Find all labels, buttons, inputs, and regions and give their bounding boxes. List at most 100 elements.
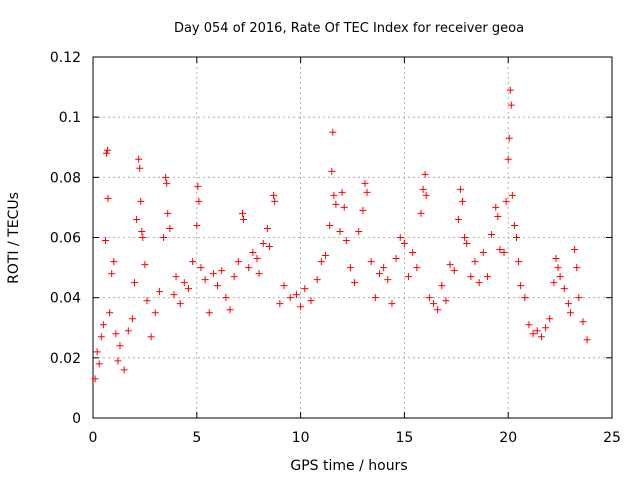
data-point	[263, 224, 271, 232]
data-point	[238, 209, 246, 217]
y-tick-label: 0	[72, 411, 81, 427]
grid-lines	[93, 57, 612, 418]
data-point	[475, 279, 483, 287]
data-point	[438, 282, 446, 290]
data-point	[332, 200, 340, 208]
data-point	[488, 230, 496, 238]
x-tick-label: 10	[292, 430, 310, 446]
data-point	[249, 249, 257, 257]
data-point	[494, 212, 502, 220]
data-point	[554, 264, 562, 272]
data-point	[500, 249, 508, 257]
data-point	[116, 342, 124, 350]
data-point	[537, 333, 545, 341]
data-point	[120, 366, 128, 374]
data-point	[529, 330, 537, 338]
data-point	[205, 309, 213, 317]
data-points	[91, 86, 591, 383]
data-point	[542, 324, 550, 332]
data-point	[226, 306, 234, 314]
data-point	[361, 179, 369, 187]
data-point	[546, 315, 554, 323]
data-point	[517, 282, 525, 290]
data-point	[506, 86, 514, 94]
y-tick-label: 0.1	[59, 110, 81, 126]
data-point	[573, 264, 581, 272]
data-point	[265, 243, 273, 251]
data-point	[459, 197, 467, 205]
data-point	[106, 309, 114, 317]
data-point	[131, 279, 139, 287]
data-point	[139, 234, 147, 241]
data-point	[164, 209, 172, 217]
data-point	[571, 246, 579, 254]
data-point	[180, 279, 188, 287]
data-point	[346, 264, 354, 272]
data-point	[259, 240, 267, 248]
data-point	[138, 227, 146, 235]
data-point	[128, 315, 136, 323]
data-point	[322, 252, 330, 260]
data-point	[307, 297, 315, 305]
data-point	[280, 282, 288, 290]
data-point	[114, 357, 122, 365]
data-point	[328, 167, 336, 175]
data-point	[189, 258, 197, 266]
data-point	[329, 128, 337, 136]
data-point	[336, 227, 344, 235]
data-point	[566, 309, 574, 317]
data-point	[454, 215, 462, 223]
data-point	[388, 300, 396, 308]
data-point	[162, 173, 170, 181]
y-tick-label: 0.06	[50, 231, 81, 247]
data-point	[575, 294, 583, 302]
data-point	[330, 191, 338, 199]
y-tick-label: 0.12	[50, 50, 81, 66]
data-point	[355, 227, 363, 235]
data-point	[425, 294, 433, 302]
data-point	[197, 264, 205, 272]
data-point	[99, 321, 107, 329]
data-point	[112, 330, 120, 338]
y-tick-label: 0.04	[50, 291, 81, 307]
data-point	[463, 240, 471, 248]
data-point	[405, 273, 413, 281]
data-point	[271, 197, 279, 205]
data-point	[521, 294, 529, 302]
data-point	[450, 267, 458, 275]
data-point	[342, 237, 350, 245]
data-point	[504, 155, 512, 163]
data-point	[556, 273, 564, 281]
data-point	[141, 261, 149, 269]
data-point	[371, 294, 379, 302]
data-point	[513, 234, 521, 241]
data-point	[363, 188, 371, 196]
x-tick-label: 5	[192, 430, 201, 446]
data-point	[392, 255, 400, 263]
data-point	[137, 197, 145, 205]
data-point	[255, 270, 263, 278]
data-point	[384, 276, 392, 284]
data-point	[155, 288, 163, 296]
x-axis-label: GPS time / hours	[290, 458, 407, 474]
data-point	[104, 194, 112, 202]
data-point	[292, 291, 300, 299]
data-point	[133, 215, 141, 223]
data-point	[193, 221, 201, 229]
data-point	[367, 258, 375, 266]
data-point	[95, 360, 103, 368]
data-point	[135, 155, 143, 163]
data-point	[108, 270, 116, 278]
data-point	[151, 309, 159, 317]
data-point	[396, 234, 404, 241]
tick-labels: 0 5 10 15 20 25 0 0.02 0.04 0.06 0.08 0.1 0.12	[50, 50, 621, 446]
data-point	[496, 246, 504, 254]
data-point	[201, 276, 209, 284]
data-point	[209, 270, 217, 278]
x-tick-label: 15	[395, 430, 413, 446]
data-point	[456, 185, 464, 193]
data-point	[515, 258, 523, 266]
data-point	[93, 348, 101, 356]
data-point	[492, 203, 500, 211]
